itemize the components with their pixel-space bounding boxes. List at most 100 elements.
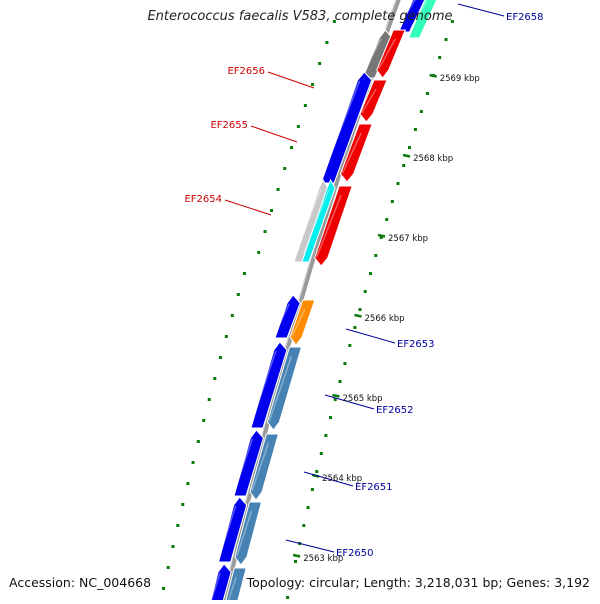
tick-dot	[325, 41, 329, 44]
leader-line	[457, 3, 505, 17]
tick-dot	[302, 524, 306, 527]
gene-features	[209, 0, 438, 604]
major-tick	[402, 153, 411, 158]
tick-dot	[438, 56, 442, 59]
gene-label-leaders	[224, 3, 505, 553]
tick-dot	[333, 398, 337, 401]
tick-dot	[242, 272, 246, 275]
tick-dot	[363, 290, 367, 293]
gene-arrow	[339, 123, 373, 183]
gene-arrow	[289, 299, 316, 346]
tick-dot	[368, 272, 372, 275]
tick-dot	[276, 188, 280, 191]
tick-dot	[407, 146, 411, 149]
tick-dot	[343, 362, 347, 365]
major-tick	[429, 73, 437, 78]
topology-label: Topology: circular; Length: 3,218,031 bp…	[246, 575, 590, 590]
scale-label: 2566 kbp	[365, 314, 405, 324]
gene-arrow	[407, 0, 438, 39]
gene-label-ef2656: EF2656	[227, 66, 265, 77]
tick-dot	[390, 200, 394, 203]
gene-shine	[252, 350, 277, 420]
gene-shine	[303, 188, 330, 254]
gene-shine	[219, 505, 237, 554]
gene-arrow	[234, 501, 263, 566]
gene-shine	[409, 0, 428, 30]
major-tick	[332, 393, 340, 398]
major-tick	[377, 233, 386, 238]
tick-dot	[324, 434, 328, 437]
gene-label-ef2652: EF2652	[376, 405, 414, 416]
scale-label: 2563 kbp	[303, 554, 343, 564]
tick-dot	[318, 62, 322, 65]
accession-label: Accession: NC_004668	[9, 575, 152, 590]
gene-shine	[268, 355, 293, 422]
tick-dot	[191, 461, 195, 464]
gene-shine	[291, 308, 306, 337]
tick-dot	[319, 452, 323, 455]
tick-dot	[224, 335, 228, 338]
tick-dot	[186, 482, 190, 485]
gene-shine	[364, 38, 382, 70]
tick-dot	[270, 209, 274, 212]
tick-dot	[294, 560, 298, 563]
tick-dot	[425, 92, 429, 95]
tick-dot	[289, 146, 293, 149]
gene-shine	[251, 442, 270, 492]
tick-dot	[257, 251, 261, 254]
leader-line	[250, 125, 298, 143]
gene-arrow	[250, 341, 288, 429]
scale-label: 2567 kbp	[388, 234, 428, 244]
gene-arrow	[376, 29, 407, 79]
tick-dot	[286, 596, 290, 599]
gene-arrow	[314, 185, 353, 267]
tick-dot	[219, 356, 223, 359]
gene-arrow	[217, 496, 248, 563]
leader-line	[267, 71, 315, 89]
tick-dot	[263, 230, 267, 233]
gene-shine	[295, 188, 322, 254]
gene-shine	[341, 132, 362, 174]
tick-dot	[374, 254, 378, 257]
gene-arrow	[320, 71, 373, 184]
gene-arrow	[209, 563, 232, 604]
tick-dot	[213, 377, 217, 380]
tick-dot	[353, 326, 357, 329]
tick-dot	[310, 83, 314, 86]
gene-label-ef2653: EF2653	[397, 339, 435, 350]
tick-dot	[236, 293, 240, 296]
gene-arrow	[249, 433, 280, 501]
tick-dot	[332, 20, 336, 23]
tick-dot	[230, 314, 234, 317]
tick-dot	[419, 110, 423, 113]
gene-label-ef2650: EF2650	[336, 548, 374, 559]
major-tick	[354, 313, 362, 318]
gene-arrow	[359, 79, 388, 123]
tick-dot	[396, 182, 400, 185]
tick-dot	[207, 398, 211, 401]
map-title: Enterococcus faecalis V583, complete gen…	[147, 9, 453, 24]
gene-shine	[276, 303, 290, 330]
tick-dot	[413, 128, 417, 131]
gene-label-ef2658: EF2658	[506, 12, 544, 23]
scale-label: 2564 kbp	[322, 474, 362, 484]
gene-labels: EF2658 EF2656 EF2655 EF2654 EF2653 EF2652 EF26…	[184, 12, 543, 559]
gene-shine	[399, 0, 416, 24]
tick-dot	[450, 20, 454, 23]
tick-dot	[296, 125, 300, 128]
tick-dot	[202, 419, 206, 422]
tick-dot	[329, 416, 333, 419]
tick-dot	[166, 566, 170, 569]
gene-arrow	[301, 178, 336, 263]
tick-dot	[358, 308, 362, 311]
gene-label-ef2654: EF2654	[184, 194, 222, 205]
gene-arrow	[224, 567, 247, 604]
tick-dot	[338, 380, 342, 383]
leader-line	[303, 471, 354, 487]
tick-dot	[176, 524, 180, 527]
tick-dot	[162, 587, 166, 590]
major-tick	[292, 553, 301, 558]
tick-dot	[379, 236, 383, 239]
